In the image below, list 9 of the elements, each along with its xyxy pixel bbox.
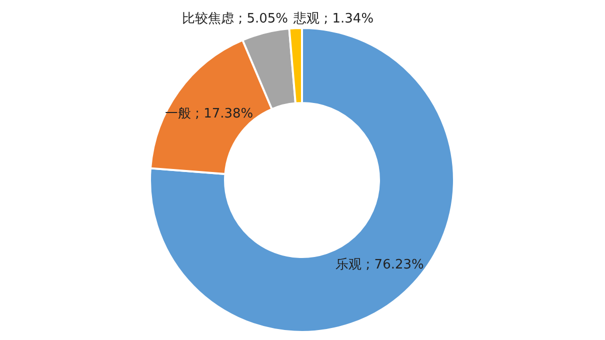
data-label: ; 5.05% (238, 12, 288, 27)
data-label: ; 17.38% (195, 106, 254, 122)
donut-slice (149, 27, 455, 333)
slice-label: 乐观 (336, 258, 366, 273)
data-label: ; 76.23% (366, 258, 424, 273)
slice-label: 比较焦虑 (182, 12, 238, 27)
data-label: ; 1.34% (324, 12, 374, 27)
slice-label: 一般 (164, 106, 196, 122)
slice-label: 悲观 (292, 12, 324, 27)
